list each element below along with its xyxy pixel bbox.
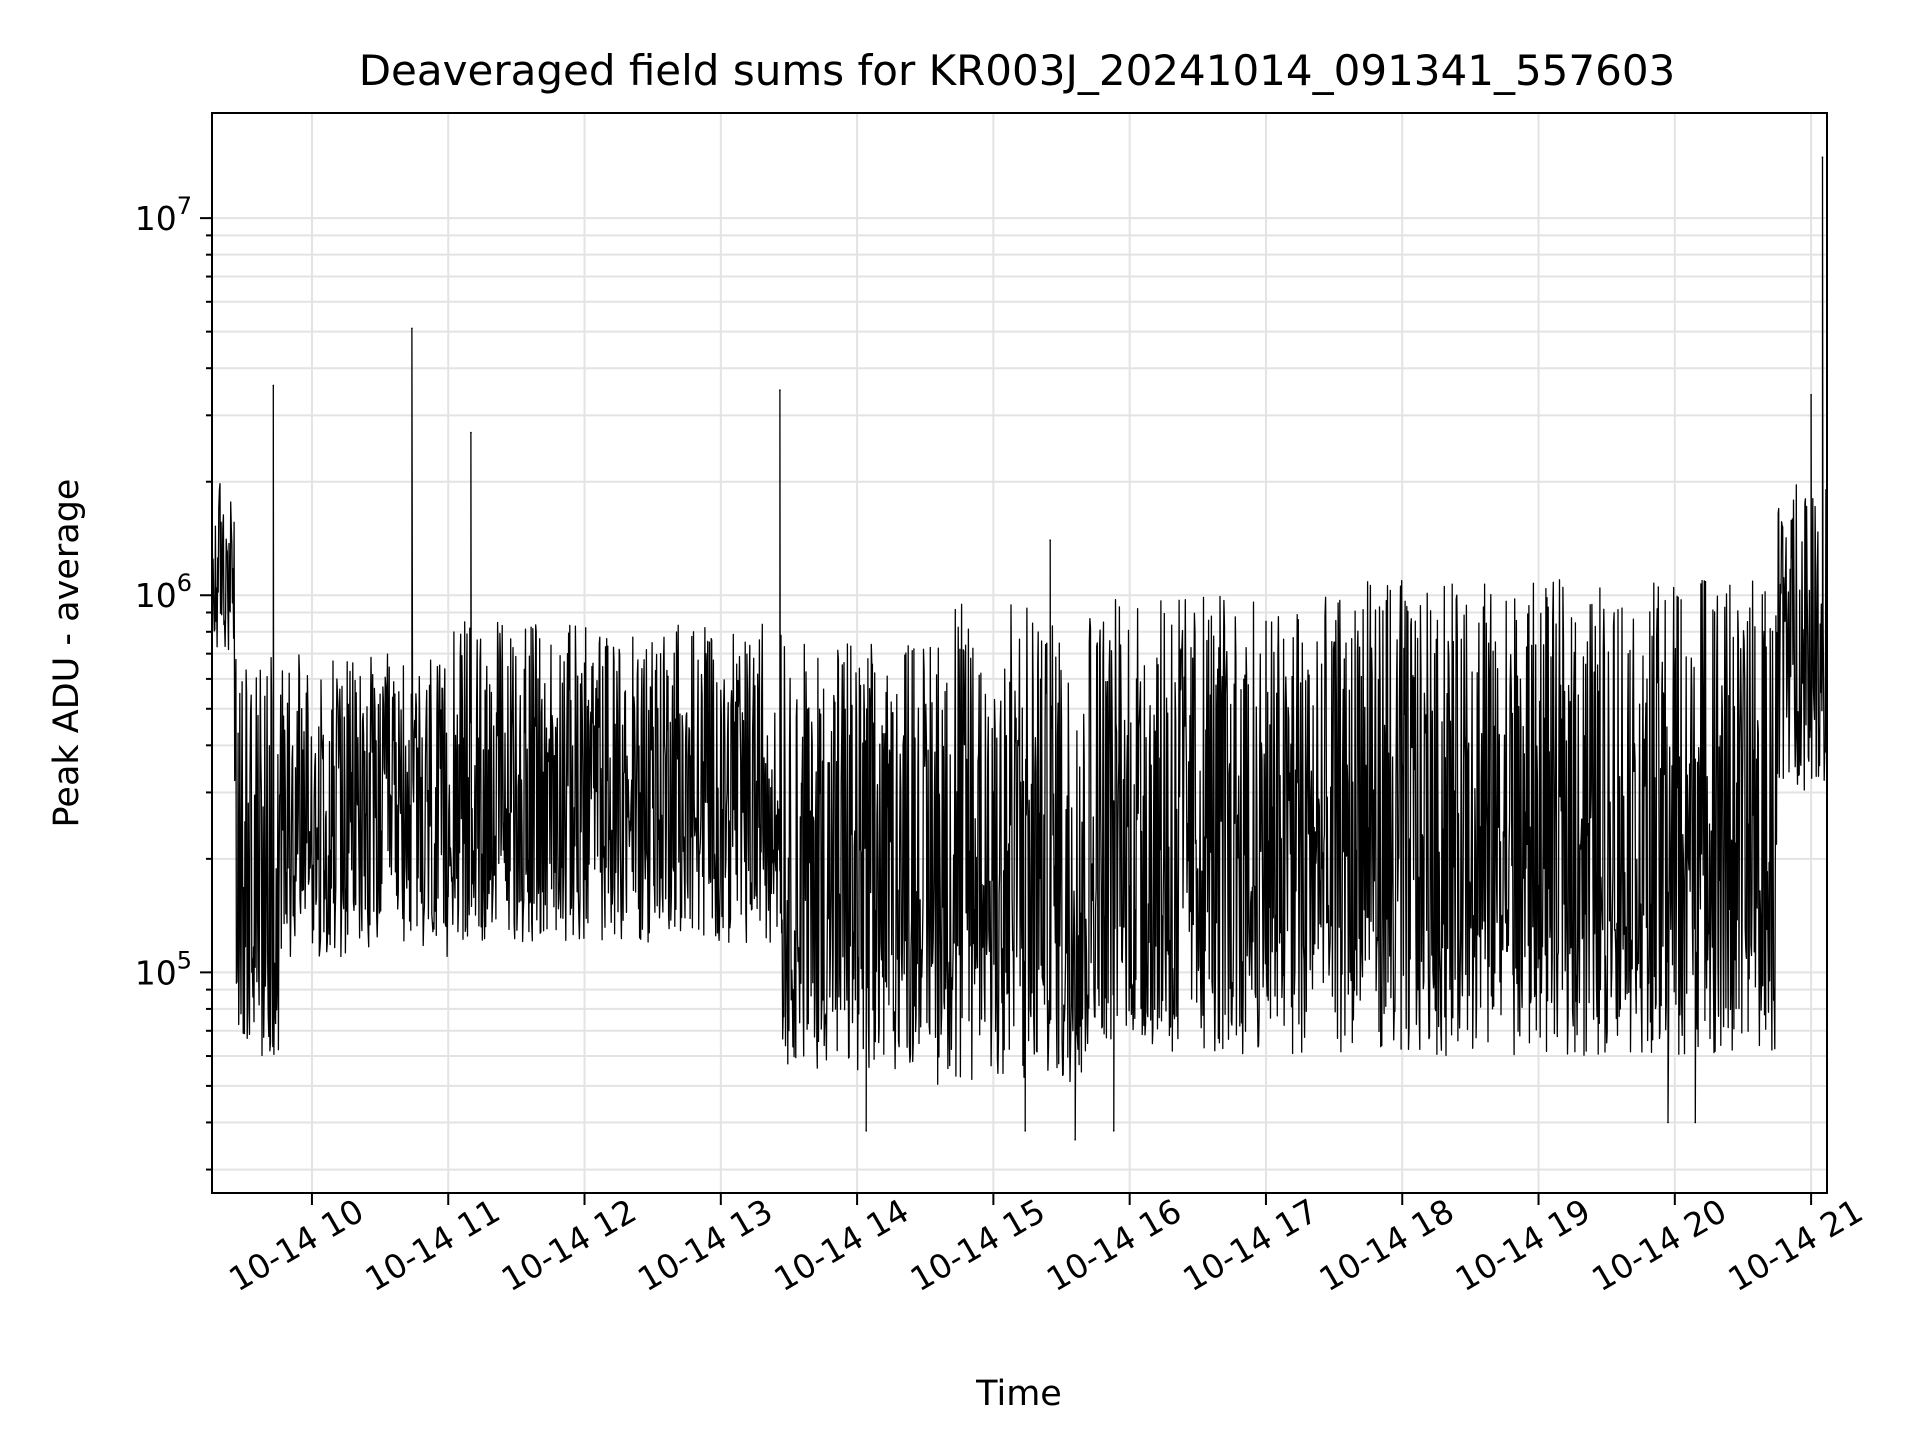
spike-point [1810, 394, 1812, 396]
spike-point [779, 389, 781, 391]
dip-point [1112, 1130, 1115, 1132]
spike-point [470, 431, 472, 434]
y-tick-label: 107 [135, 192, 192, 238]
y-axis-label: Peak ADU - average [47, 479, 87, 828]
series-line [211, 156, 1828, 1141]
y-tick-label: 105 [135, 946, 192, 992]
spike-point [1049, 539, 1051, 541]
dip-point [1074, 1138, 1076, 1141]
dip-point [1024, 1130, 1026, 1132]
spike-point [411, 327, 413, 330]
y-tick-label-base: 10 [135, 953, 177, 992]
y-tick-label-exponent: 6 [177, 569, 192, 597]
dip-point [865, 1130, 867, 1132]
y-tick-label-exponent: 7 [177, 192, 192, 220]
dip-point [1694, 1121, 1697, 1124]
y-tick-label: 106 [135, 569, 192, 615]
y-tick-label-base: 10 [135, 576, 177, 615]
spike-point [1821, 156, 1824, 159]
chart-title: Deaveraged field sums for KR003J_2024101… [359, 46, 1676, 95]
data-series [211, 156, 1828, 1141]
y-tick-label-exponent: 5 [177, 946, 192, 974]
spike-point [272, 384, 275, 387]
y-tick-label-base: 10 [135, 199, 177, 238]
x-axis-label: Time [975, 1374, 1062, 1414]
dip-point [1667, 1121, 1669, 1124]
